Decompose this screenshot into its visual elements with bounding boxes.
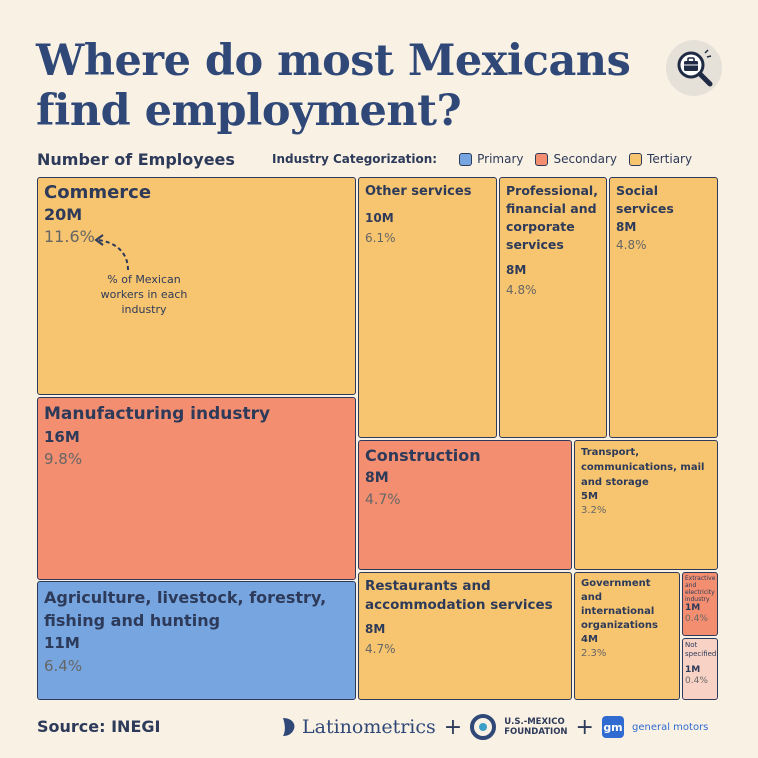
legend-label-primary: Primary [477, 152, 524, 166]
tile-name: Restaurants and accommodation services [365, 578, 553, 613]
tile-value: 16M [44, 428, 80, 446]
tile-professional-services: Professional, financial and corporate se… [499, 177, 607, 438]
legend-label-tertiary: Tertiary [647, 152, 693, 166]
tile-commerce: Commerce 20M 11.6% [37, 177, 356, 395]
tile-name: Construction [365, 446, 481, 465]
latinometrics-logo: Latinometrics [280, 716, 436, 738]
page-title: Where do most Mexicans find employment? [36, 36, 631, 136]
legend: Industry Categorization: Primary Seconda… [272, 152, 692, 166]
sponsor-logos: Latinometrics + U.S.-MEXICO FOUNDATION +… [280, 710, 708, 744]
usmx-line2: FOUNDATION [504, 727, 568, 737]
tile-value: 20M [44, 205, 83, 224]
legend-label-secondary: Secondary [553, 152, 618, 166]
tile-pct: 3.2% [581, 505, 607, 516]
tile-name: Commerce [44, 182, 152, 203]
legend-title: Industry Categorization: [272, 152, 438, 166]
tile-pct: 4.8% [506, 283, 537, 297]
tile-name: Extractive and electricity industry [685, 575, 716, 603]
tile-pct: 11.6% [44, 227, 95, 246]
tile-name: Transport, communications, mail and stor… [581, 447, 705, 488]
tile-value: 11M [44, 634, 80, 652]
plus-sign: + [443, 714, 463, 740]
legend-swatch-primary [459, 152, 473, 166]
tile-value: 8M [365, 622, 386, 636]
tile-name: Not specified [685, 641, 717, 658]
tile-name: Government and international organizatio… [581, 578, 658, 631]
tile-name: Manufacturing industry [44, 404, 271, 424]
tile-name: Social services [616, 183, 674, 216]
annotation-text: % of Mexican workers in each industry [100, 273, 188, 316]
briefcase-search-icon [666, 40, 722, 96]
tile-pct: 4.7% [365, 492, 401, 508]
legend-item-secondary: Secondary [529, 152, 617, 166]
us-mexico-foundation-text: U.S.-MEXICO FOUNDATION [504, 717, 567, 737]
tile-name: Other services [365, 184, 472, 199]
tile-construction: Construction 8M 4.7% [358, 440, 572, 570]
chart-subtitle: Number of Employees [37, 150, 235, 169]
tile-value: 5M [581, 491, 598, 502]
tile-transport: Transport, communications, mail and stor… [574, 440, 718, 570]
tile-agriculture: Agriculture, livestock, forestry, fishin… [37, 581, 356, 700]
tile-value: 1M [685, 665, 701, 675]
tile-restaurants: Restaurants and accommodation services 8… [358, 572, 572, 700]
tile-value: 8M [506, 263, 527, 277]
source-label: Source: INEGI [37, 717, 161, 736]
legend-item-primary: Primary [453, 152, 523, 166]
tile-pct: 6.4% [44, 657, 83, 675]
tile-not-specified: Not specified 1M 0.4% [682, 638, 718, 700]
latinometrics-mark-icon [283, 718, 295, 736]
annotation-arrow [94, 234, 129, 271]
plus-sign-2: + [575, 714, 594, 740]
tile-pct: 2.3% [581, 648, 607, 659]
legend-item-tertiary: Tertiary [623, 152, 692, 166]
tile-other-services: Other services 10M 6.1% [358, 177, 497, 438]
tile-pct: 4.8% [616, 238, 647, 252]
tile-social-services: Social services 8M 4.8% [609, 177, 718, 438]
tile-value: 1M [685, 603, 701, 613]
tile-value: 8M [365, 470, 389, 486]
latinometrics-text: Latinometrics [302, 716, 436, 738]
tile-name: Professional, financial and corporate se… [506, 183, 598, 252]
tile-pct: 4.7% [365, 642, 396, 656]
tile-pct: 0.4% [685, 676, 708, 686]
tile-pct: 9.8% [44, 450, 83, 468]
tile-pct: 6.1% [365, 231, 396, 245]
usmx-line1: U.S.-MEXICO [504, 717, 565, 727]
us-mexico-foundation-mark-icon [470, 714, 497, 740]
tile-name: Agriculture, livestock, forestry, fishin… [44, 588, 327, 630]
tile-manufacturing: Manufacturing industry 16M 9.8% [37, 397, 356, 580]
gm-text: general motors [631, 721, 709, 733]
legend-swatch-tertiary [629, 152, 643, 166]
tile-value: 10M [365, 211, 394, 225]
tile-value: 8M [616, 220, 637, 234]
tile-pct: 0.4% [685, 614, 708, 624]
legend-swatch-secondary [535, 152, 549, 166]
tile-extractive: Extractive and electricity industry 1M 0… [682, 572, 718, 636]
gm-logo-icon: gm [601, 716, 624, 738]
tile-value: 4M [581, 634, 598, 645]
tile-government: Government and international organizatio… [574, 572, 680, 700]
